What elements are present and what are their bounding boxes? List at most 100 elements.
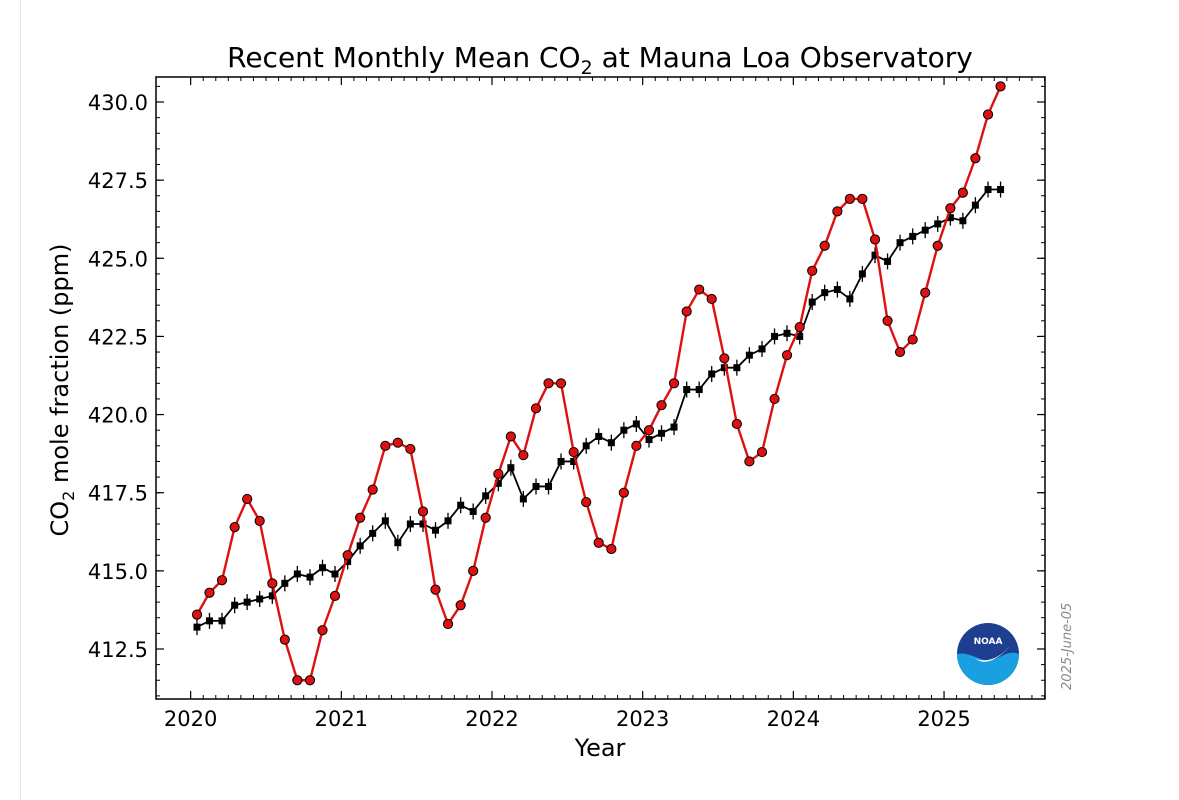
trend-point	[557, 457, 565, 465]
noaa-logo-text: NOAA	[974, 637, 1003, 647]
trend-point	[570, 457, 578, 465]
monthly-point	[819, 240, 830, 251]
monthly-point	[505, 431, 516, 442]
chart-title-subscript: 2	[581, 57, 593, 79]
trend-point	[432, 526, 440, 534]
monthly-point	[493, 468, 504, 480]
trend-point	[444, 517, 452, 525]
monthly-point	[405, 443, 416, 455]
monthly-point	[430, 584, 441, 595]
trend-point	[394, 539, 402, 547]
monthly-point	[267, 578, 278, 589]
x-tick-label: 2024	[767, 707, 820, 731]
y-tick-label: 417.5	[88, 482, 148, 506]
monthly-point	[606, 543, 617, 555]
monthly-point	[894, 346, 906, 358]
chart-title: Recent Monthly Mean CO2 at Mauna Loa Obs…	[227, 41, 973, 79]
y-tick-labels: 412.5 415.0 417.5 420.0 422.5 425.0 427.5 430.0	[88, 91, 148, 662]
trend-point	[344, 557, 352, 565]
trend-point	[896, 239, 904, 247]
monthly-point	[242, 493, 253, 505]
trend-point	[406, 520, 414, 528]
monthly-point	[204, 587, 215, 598]
monthly-point	[455, 600, 466, 611]
trend-point	[833, 286, 841, 294]
trend-point	[796, 332, 804, 340]
trend-point	[670, 423, 678, 431]
monthly-point	[656, 400, 667, 411]
monthly-point	[480, 512, 491, 523]
trend-point	[293, 570, 301, 578]
monthly-point	[907, 334, 918, 345]
y-axis-label-subscript: 2	[59, 491, 78, 501]
monthly-point	[229, 521, 240, 533]
monthly-point	[970, 153, 981, 164]
trend-point	[720, 364, 728, 372]
y-tick-label: 427.5	[88, 169, 148, 193]
monthly-line	[195, 85, 1002, 682]
date-stamp: 2025-June-05	[1060, 603, 1075, 690]
plot-area	[155, 76, 1046, 700]
monthly-point	[982, 109, 994, 120]
x-axis-label: Year	[574, 734, 626, 762]
trend-point	[331, 570, 339, 578]
trend-point	[997, 186, 1005, 194]
monthly-point	[342, 550, 353, 561]
trend-point	[758, 345, 766, 353]
monthly-point	[643, 425, 655, 436]
trend-point	[984, 186, 992, 194]
monthly-point	[631, 440, 642, 451]
trend-point	[846, 295, 854, 303]
monthly-point	[191, 609, 203, 620]
monthly-point	[292, 675, 303, 686]
monthly-point	[694, 284, 705, 295]
monthly-point	[857, 193, 868, 204]
trend-point	[645, 436, 653, 444]
series-monthly-mean	[191, 81, 1006, 686]
trend-point	[469, 507, 477, 515]
monthly-point	[468, 565, 479, 576]
page-left-border	[20, 0, 21, 800]
monthly-point	[417, 506, 429, 517]
trend-point	[507, 464, 515, 472]
trend-line	[196, 188, 1001, 628]
trend-point	[783, 329, 791, 337]
trend-point	[733, 364, 741, 372]
monthly-point	[844, 193, 855, 204]
trend-point	[607, 439, 615, 447]
trend-point	[205, 617, 213, 625]
monthly-point	[254, 515, 265, 526]
y-tick-label: 415.0	[88, 560, 148, 584]
monthly-point	[530, 403, 542, 414]
trend-point	[356, 542, 364, 550]
trend-point	[884, 257, 892, 265]
trend-point	[306, 573, 314, 581]
axis-ticks	[156, 77, 1045, 699]
monthly-point	[869, 234, 881, 245]
trend-point	[821, 289, 829, 297]
trend-point	[909, 232, 917, 240]
monthly-point	[518, 450, 529, 461]
monthly-point	[329, 590, 341, 601]
x-tick-labels: 2020 2021 2022 2023 2024 2025	[164, 707, 971, 731]
trend-point	[193, 623, 201, 631]
monthly-point	[216, 575, 228, 586]
trend-point	[745, 351, 753, 359]
x-tick-label: 2020	[164, 707, 217, 731]
trend-point	[934, 220, 942, 228]
monthly-point	[882, 315, 893, 326]
monthly-point	[543, 378, 554, 389]
trend-point	[921, 226, 929, 234]
trend-point	[946, 214, 954, 222]
y-tick-label: 420.0	[88, 404, 148, 428]
y-tick-label: 430.0	[88, 91, 148, 115]
trend-point	[256, 595, 264, 603]
monthly-point	[442, 618, 454, 630]
monthly-point	[668, 378, 680, 389]
monthly-point	[744, 456, 755, 467]
trend-point	[695, 386, 703, 394]
trend-point	[971, 201, 979, 209]
trend-point	[494, 479, 502, 487]
trend-point	[582, 442, 590, 450]
y-axis-label-main: CO	[46, 501, 74, 537]
